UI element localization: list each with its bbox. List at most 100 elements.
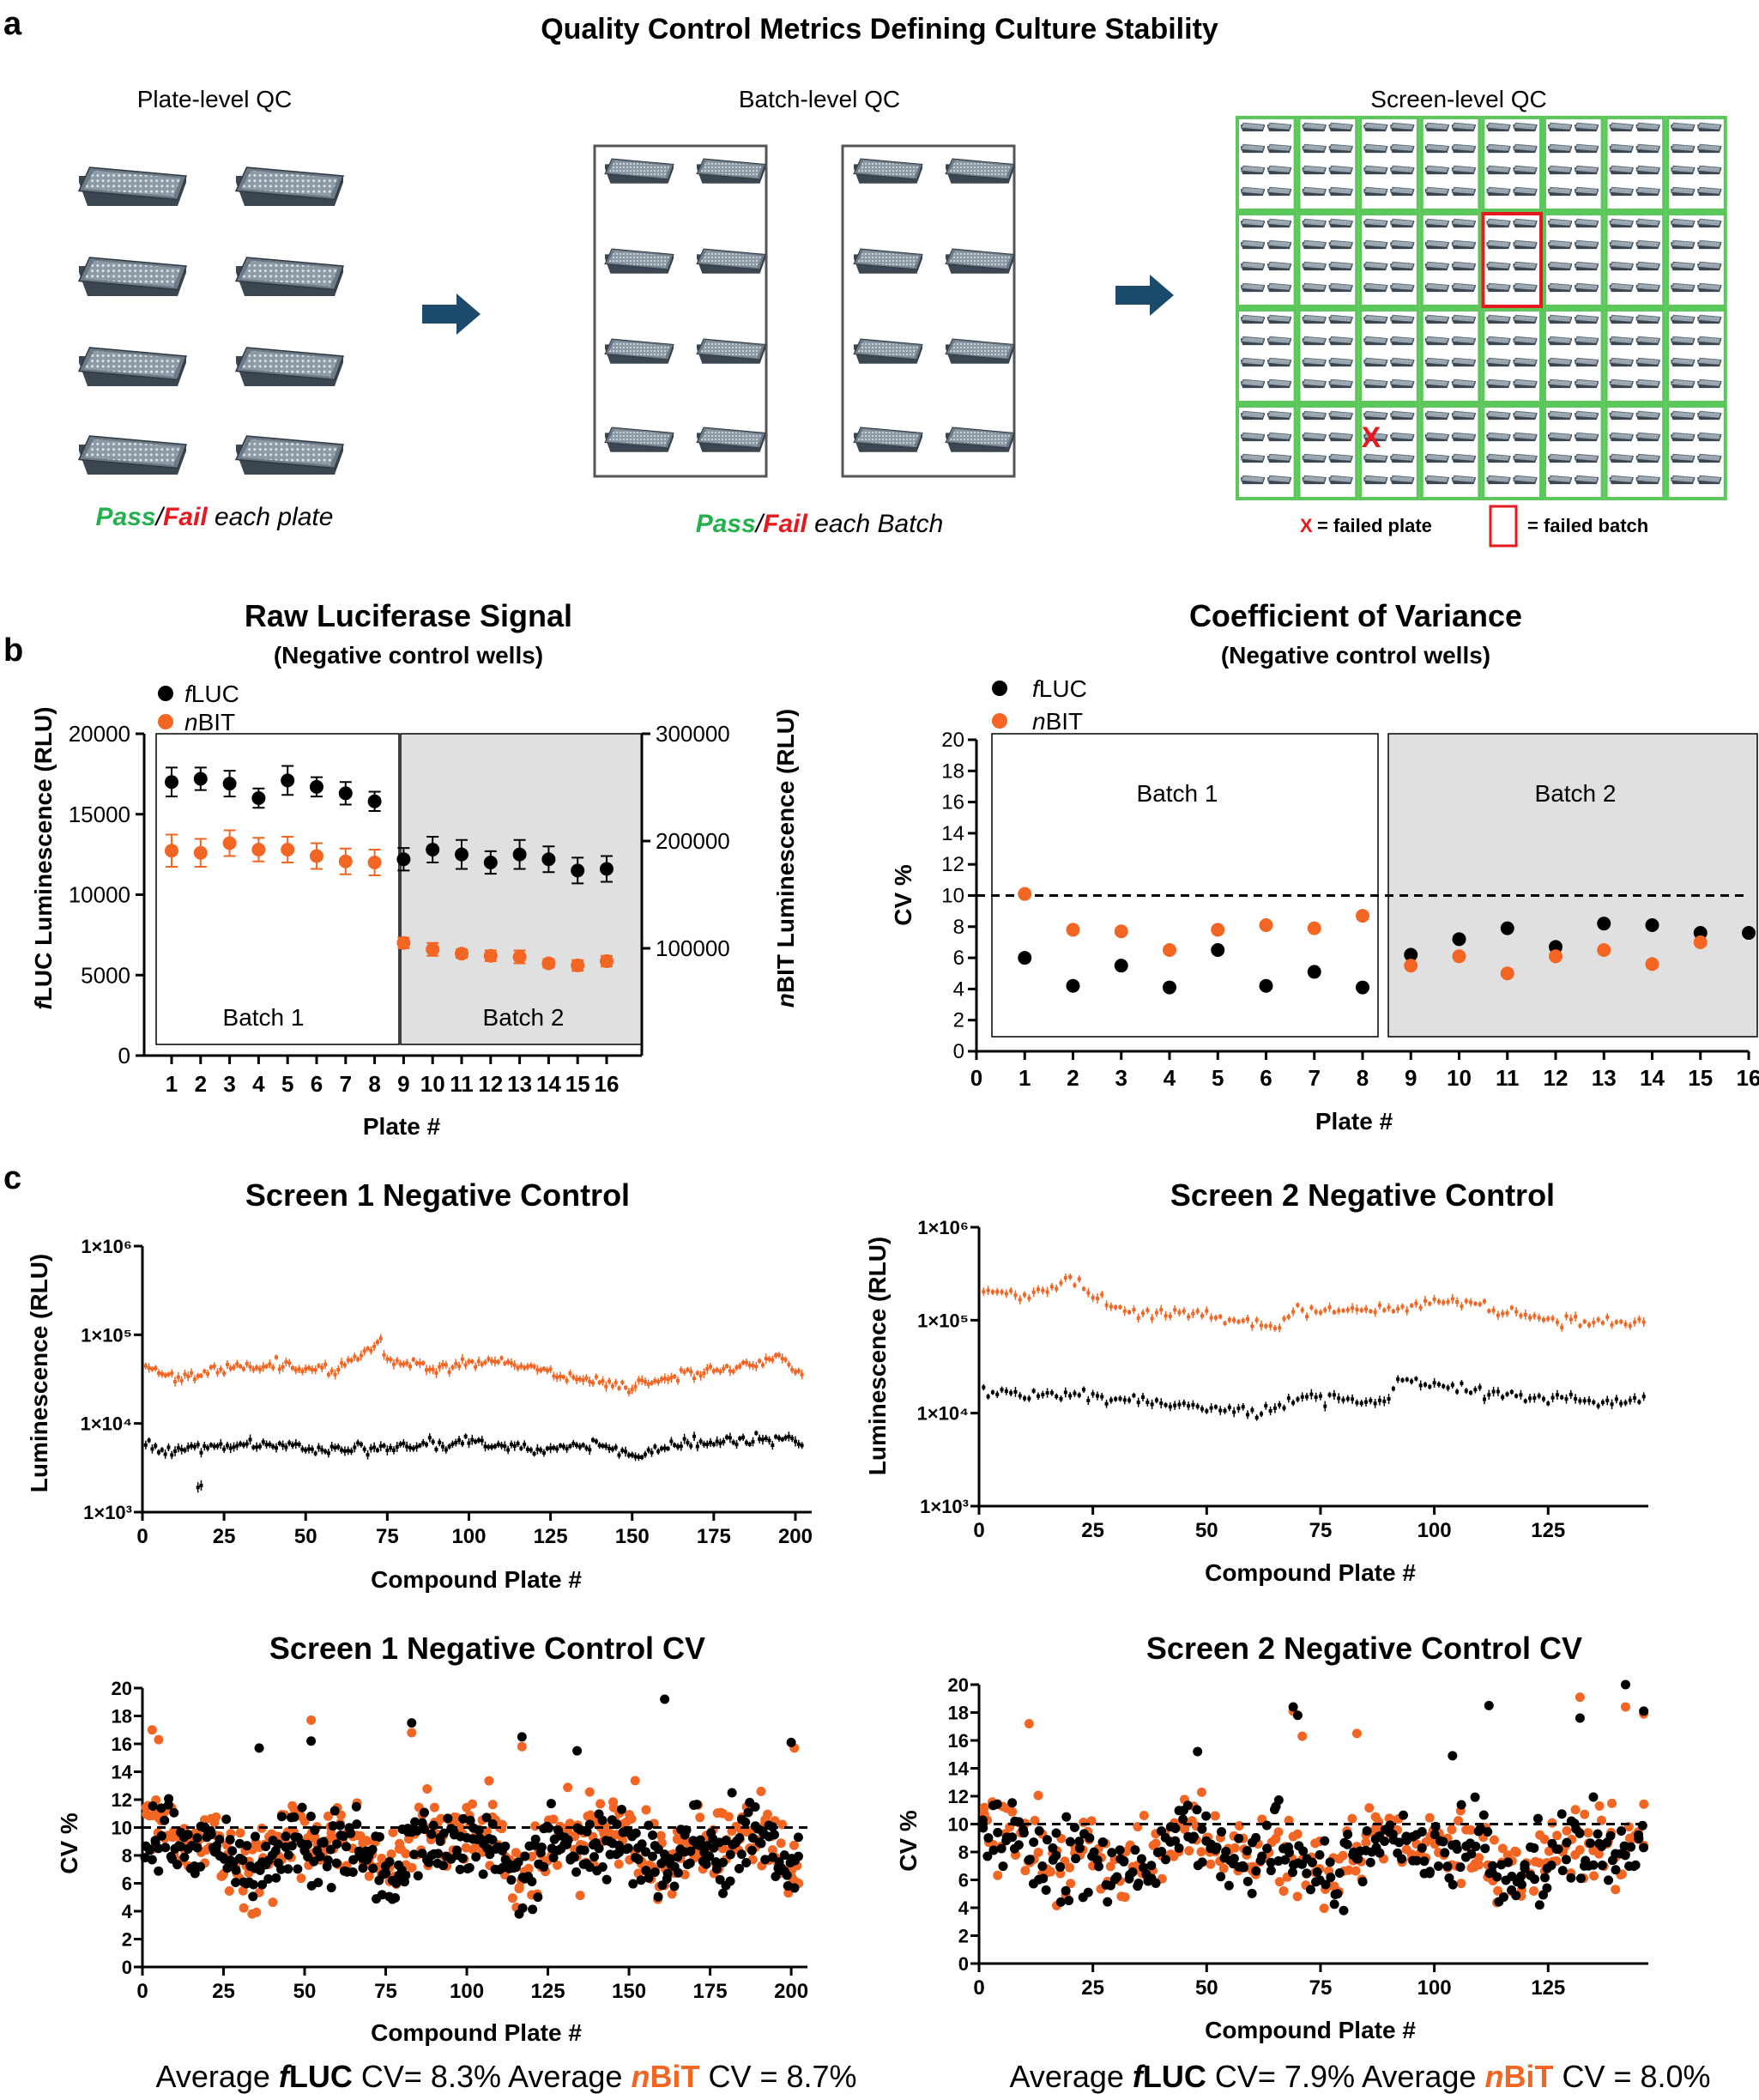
data-point — [263, 1873, 274, 1884]
batch-box — [1481, 116, 1544, 212]
plate-icon — [1424, 336, 1449, 346]
plate-icon — [1451, 378, 1476, 389]
data-point — [1059, 1396, 1063, 1401]
y-axis-label: Luminescence (RLU) — [864, 1237, 891, 1476]
data-point — [1164, 1403, 1168, 1407]
data-point — [584, 1376, 589, 1380]
y-axis-label: Luminescence (RLU) — [26, 1254, 52, 1493]
panel-a-letter: a — [3, 6, 22, 42]
data-point — [1114, 924, 1128, 939]
data-point — [1351, 1306, 1355, 1310]
data-point — [568, 1371, 572, 1376]
y-tick-label: 14 — [941, 822, 964, 845]
data-point — [1532, 1813, 1543, 1824]
data-point — [206, 1371, 210, 1376]
plate-icon — [1486, 357, 1511, 367]
data-point — [235, 1362, 239, 1366]
data-point — [1617, 1825, 1627, 1836]
data-point — [754, 1431, 759, 1435]
data-point — [1223, 1408, 1227, 1413]
data-point — [391, 1448, 396, 1452]
data-point — [1196, 1787, 1206, 1797]
data-point — [1217, 1827, 1227, 1837]
plate-icon — [1240, 357, 1266, 367]
plate-icon — [1697, 239, 1722, 250]
data-point — [1555, 1320, 1559, 1324]
data-point — [1314, 1310, 1318, 1314]
data-point — [1455, 1300, 1460, 1304]
data-point — [1063, 1275, 1067, 1280]
legend-label-fluc: fLUC — [1032, 675, 1087, 702]
data-point — [1570, 1805, 1581, 1815]
data-point — [333, 1372, 337, 1377]
data-point — [660, 1694, 670, 1704]
plate-icon — [604, 338, 674, 365]
data-point — [535, 1368, 540, 1372]
data-point — [487, 1445, 491, 1449]
data-point — [1200, 1407, 1204, 1411]
data-point — [199, 1450, 203, 1455]
data-point — [1345, 1308, 1350, 1312]
data-point — [1045, 1290, 1049, 1294]
data-point — [736, 1849, 747, 1860]
data-point — [579, 1845, 589, 1855]
data-point — [577, 1444, 582, 1449]
data-point — [1523, 1399, 1527, 1403]
data-point — [637, 1378, 641, 1383]
data-point — [396, 852, 411, 867]
data-point — [1037, 1861, 1048, 1872]
y-tick-label-right: 200000 — [656, 828, 730, 854]
data-point — [215, 1444, 220, 1449]
data-point — [539, 1368, 543, 1372]
y-tick-label: 10000 — [69, 882, 130, 908]
x-tick-label: 2 — [1067, 1065, 1079, 1091]
data-point — [771, 1358, 775, 1362]
data-point — [1036, 1287, 1040, 1292]
data-point — [323, 1811, 333, 1821]
data-point — [1442, 1300, 1446, 1304]
data-point — [689, 1443, 693, 1448]
data-point — [1519, 1314, 1523, 1318]
plate-icon — [1363, 239, 1388, 250]
data-point — [1031, 1389, 1036, 1393]
data-point — [257, 1367, 262, 1371]
plate-icon — [1697, 186, 1722, 197]
data-point — [548, 1814, 559, 1825]
data-point — [662, 1446, 667, 1450]
data-point — [366, 1453, 370, 1457]
data-point — [157, 1450, 161, 1455]
data-point — [1312, 1867, 1322, 1877]
batch-fail-text: Fail — [763, 510, 807, 538]
data-point — [1452, 932, 1466, 947]
data-point — [1575, 1845, 1585, 1855]
data-point — [588, 1448, 592, 1452]
legend-prefix: n — [1032, 708, 1046, 735]
plate-icon — [1363, 475, 1388, 485]
data-point — [1173, 1308, 1177, 1312]
data-point — [1079, 1817, 1089, 1827]
chart-title: Coefficient of Variance — [1189, 598, 1522, 633]
data-point — [1440, 1848, 1450, 1858]
data-point — [1051, 1850, 1061, 1861]
data-point — [1589, 1871, 1599, 1881]
data-point — [1488, 1861, 1498, 1871]
data-point — [767, 1852, 777, 1862]
data-point — [559, 1374, 563, 1378]
plate-icon — [1547, 475, 1573, 485]
data-point — [614, 1381, 618, 1385]
plate-icon — [1451, 357, 1476, 367]
data-point — [1250, 1324, 1254, 1328]
x-tick-label: 75 — [376, 1525, 399, 1548]
plate-icon — [1266, 357, 1292, 367]
chart-screen1-cv: Screen 1 Negative Control CV CV % Compou… — [56, 1631, 857, 2094]
data-point — [718, 1857, 728, 1867]
data-point — [610, 1447, 614, 1451]
data-point — [725, 1876, 735, 1886]
data-point — [1168, 1405, 1172, 1409]
plate-icon — [1697, 143, 1722, 154]
data-point — [436, 1813, 446, 1824]
y-tick-label: 1×10⁴ — [917, 1403, 969, 1425]
data-point — [1061, 1812, 1072, 1822]
plate-icon — [945, 338, 1015, 365]
data-point — [438, 1861, 449, 1871]
